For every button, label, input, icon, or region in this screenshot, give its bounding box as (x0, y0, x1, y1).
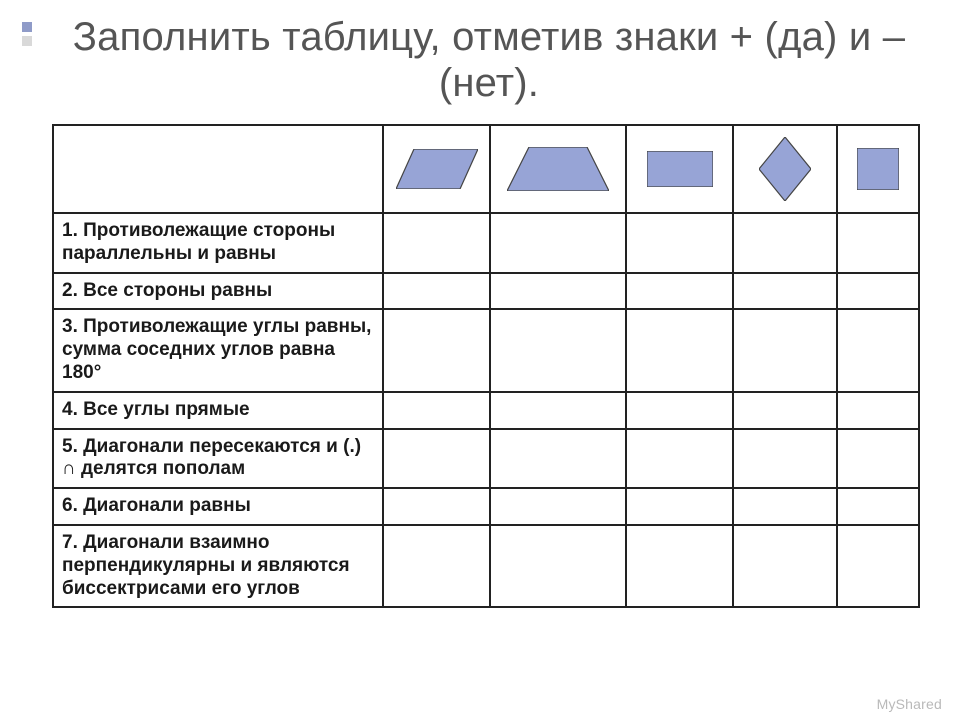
answer-cell[interactable] (733, 392, 836, 429)
answer-cell[interactable] (490, 525, 626, 607)
answer-cell[interactable] (733, 273, 836, 310)
table-row: 3. Противолежащие углы равны, сумма сосе… (53, 309, 919, 391)
answer-cell[interactable] (626, 213, 733, 273)
header-rhombus (733, 125, 836, 213)
square-icon (857, 148, 899, 190)
bullet-square-2 (22, 36, 32, 46)
table-row: 6. Диагонали равны (53, 488, 919, 525)
properties-table: 1. Противолежащие стороны параллельны и … (52, 124, 920, 608)
table-row: 7. Диагонали взаимно перпендикулярны и я… (53, 525, 919, 607)
header-square (837, 125, 920, 213)
answer-cell[interactable] (490, 273, 626, 310)
property-label: 3. Противолежащие углы равны, сумма сосе… (53, 309, 383, 391)
answer-cell[interactable] (837, 525, 920, 607)
answer-cell[interactable] (490, 309, 626, 391)
property-label: 6. Диагонали равны (53, 488, 383, 525)
trapezoid-icon (507, 147, 609, 191)
answer-cell[interactable] (490, 392, 626, 429)
table-row: 5. Диагонали пересекаются и (.) ∩ делятс… (53, 429, 919, 489)
answer-cell[interactable] (626, 309, 733, 391)
bullet-square-1 (22, 22, 32, 32)
property-label: 7. Диагонали взаимно перпендикулярны и я… (53, 525, 383, 607)
answer-cell[interactable] (383, 429, 490, 489)
answer-cell[interactable] (383, 525, 490, 607)
slide-title: Заполнить таблицу, отметив знаки + (да) … (52, 14, 926, 106)
answer-cell[interactable] (490, 213, 626, 273)
answer-cell[interactable] (383, 309, 490, 391)
answer-cell[interactable] (733, 488, 836, 525)
answer-cell[interactable] (383, 273, 490, 310)
title-bullets (22, 22, 32, 50)
answer-cell[interactable] (733, 525, 836, 607)
table-row: 2. Все стороны равны (53, 273, 919, 310)
answer-cell[interactable] (837, 309, 920, 391)
answer-cell[interactable] (626, 392, 733, 429)
header-blank (53, 125, 383, 213)
header-parallelogram (383, 125, 490, 213)
header-rectangle (626, 125, 733, 213)
answer-cell[interactable] (733, 213, 836, 273)
answer-cell[interactable] (490, 488, 626, 525)
header-trapezoid (490, 125, 626, 213)
property-label: 5. Диагонали пересекаются и (.) ∩ делятс… (53, 429, 383, 489)
answer-cell[interactable] (490, 429, 626, 489)
parallelogram-icon (396, 149, 478, 189)
watermark: MyShared (877, 696, 942, 712)
table-row: 4. Все углы прямые (53, 392, 919, 429)
rectangle-icon (647, 151, 713, 187)
answer-cell[interactable] (733, 429, 836, 489)
answer-cell[interactable] (383, 213, 490, 273)
answer-cell[interactable] (837, 392, 920, 429)
answer-cell[interactable] (383, 392, 490, 429)
answer-cell[interactable] (626, 429, 733, 489)
property-label: 2. Все стороны равны (53, 273, 383, 310)
answer-cell[interactable] (626, 273, 733, 310)
property-label: 4. Все углы прямые (53, 392, 383, 429)
answer-cell[interactable] (837, 213, 920, 273)
answer-cell[interactable] (626, 488, 733, 525)
answer-cell[interactable] (626, 525, 733, 607)
table-header-row (53, 125, 919, 213)
answer-cell[interactable] (383, 488, 490, 525)
rhombus-icon (759, 137, 811, 201)
answer-cell[interactable] (733, 309, 836, 391)
answer-cell[interactable] (837, 273, 920, 310)
table-row: 1. Противолежащие стороны параллельны и … (53, 213, 919, 273)
property-label: 1. Противолежащие стороны параллельны и … (53, 213, 383, 273)
answer-cell[interactable] (837, 429, 920, 489)
answer-cell[interactable] (837, 488, 920, 525)
slide: Заполнить таблицу, отметив знаки + (да) … (0, 0, 960, 720)
